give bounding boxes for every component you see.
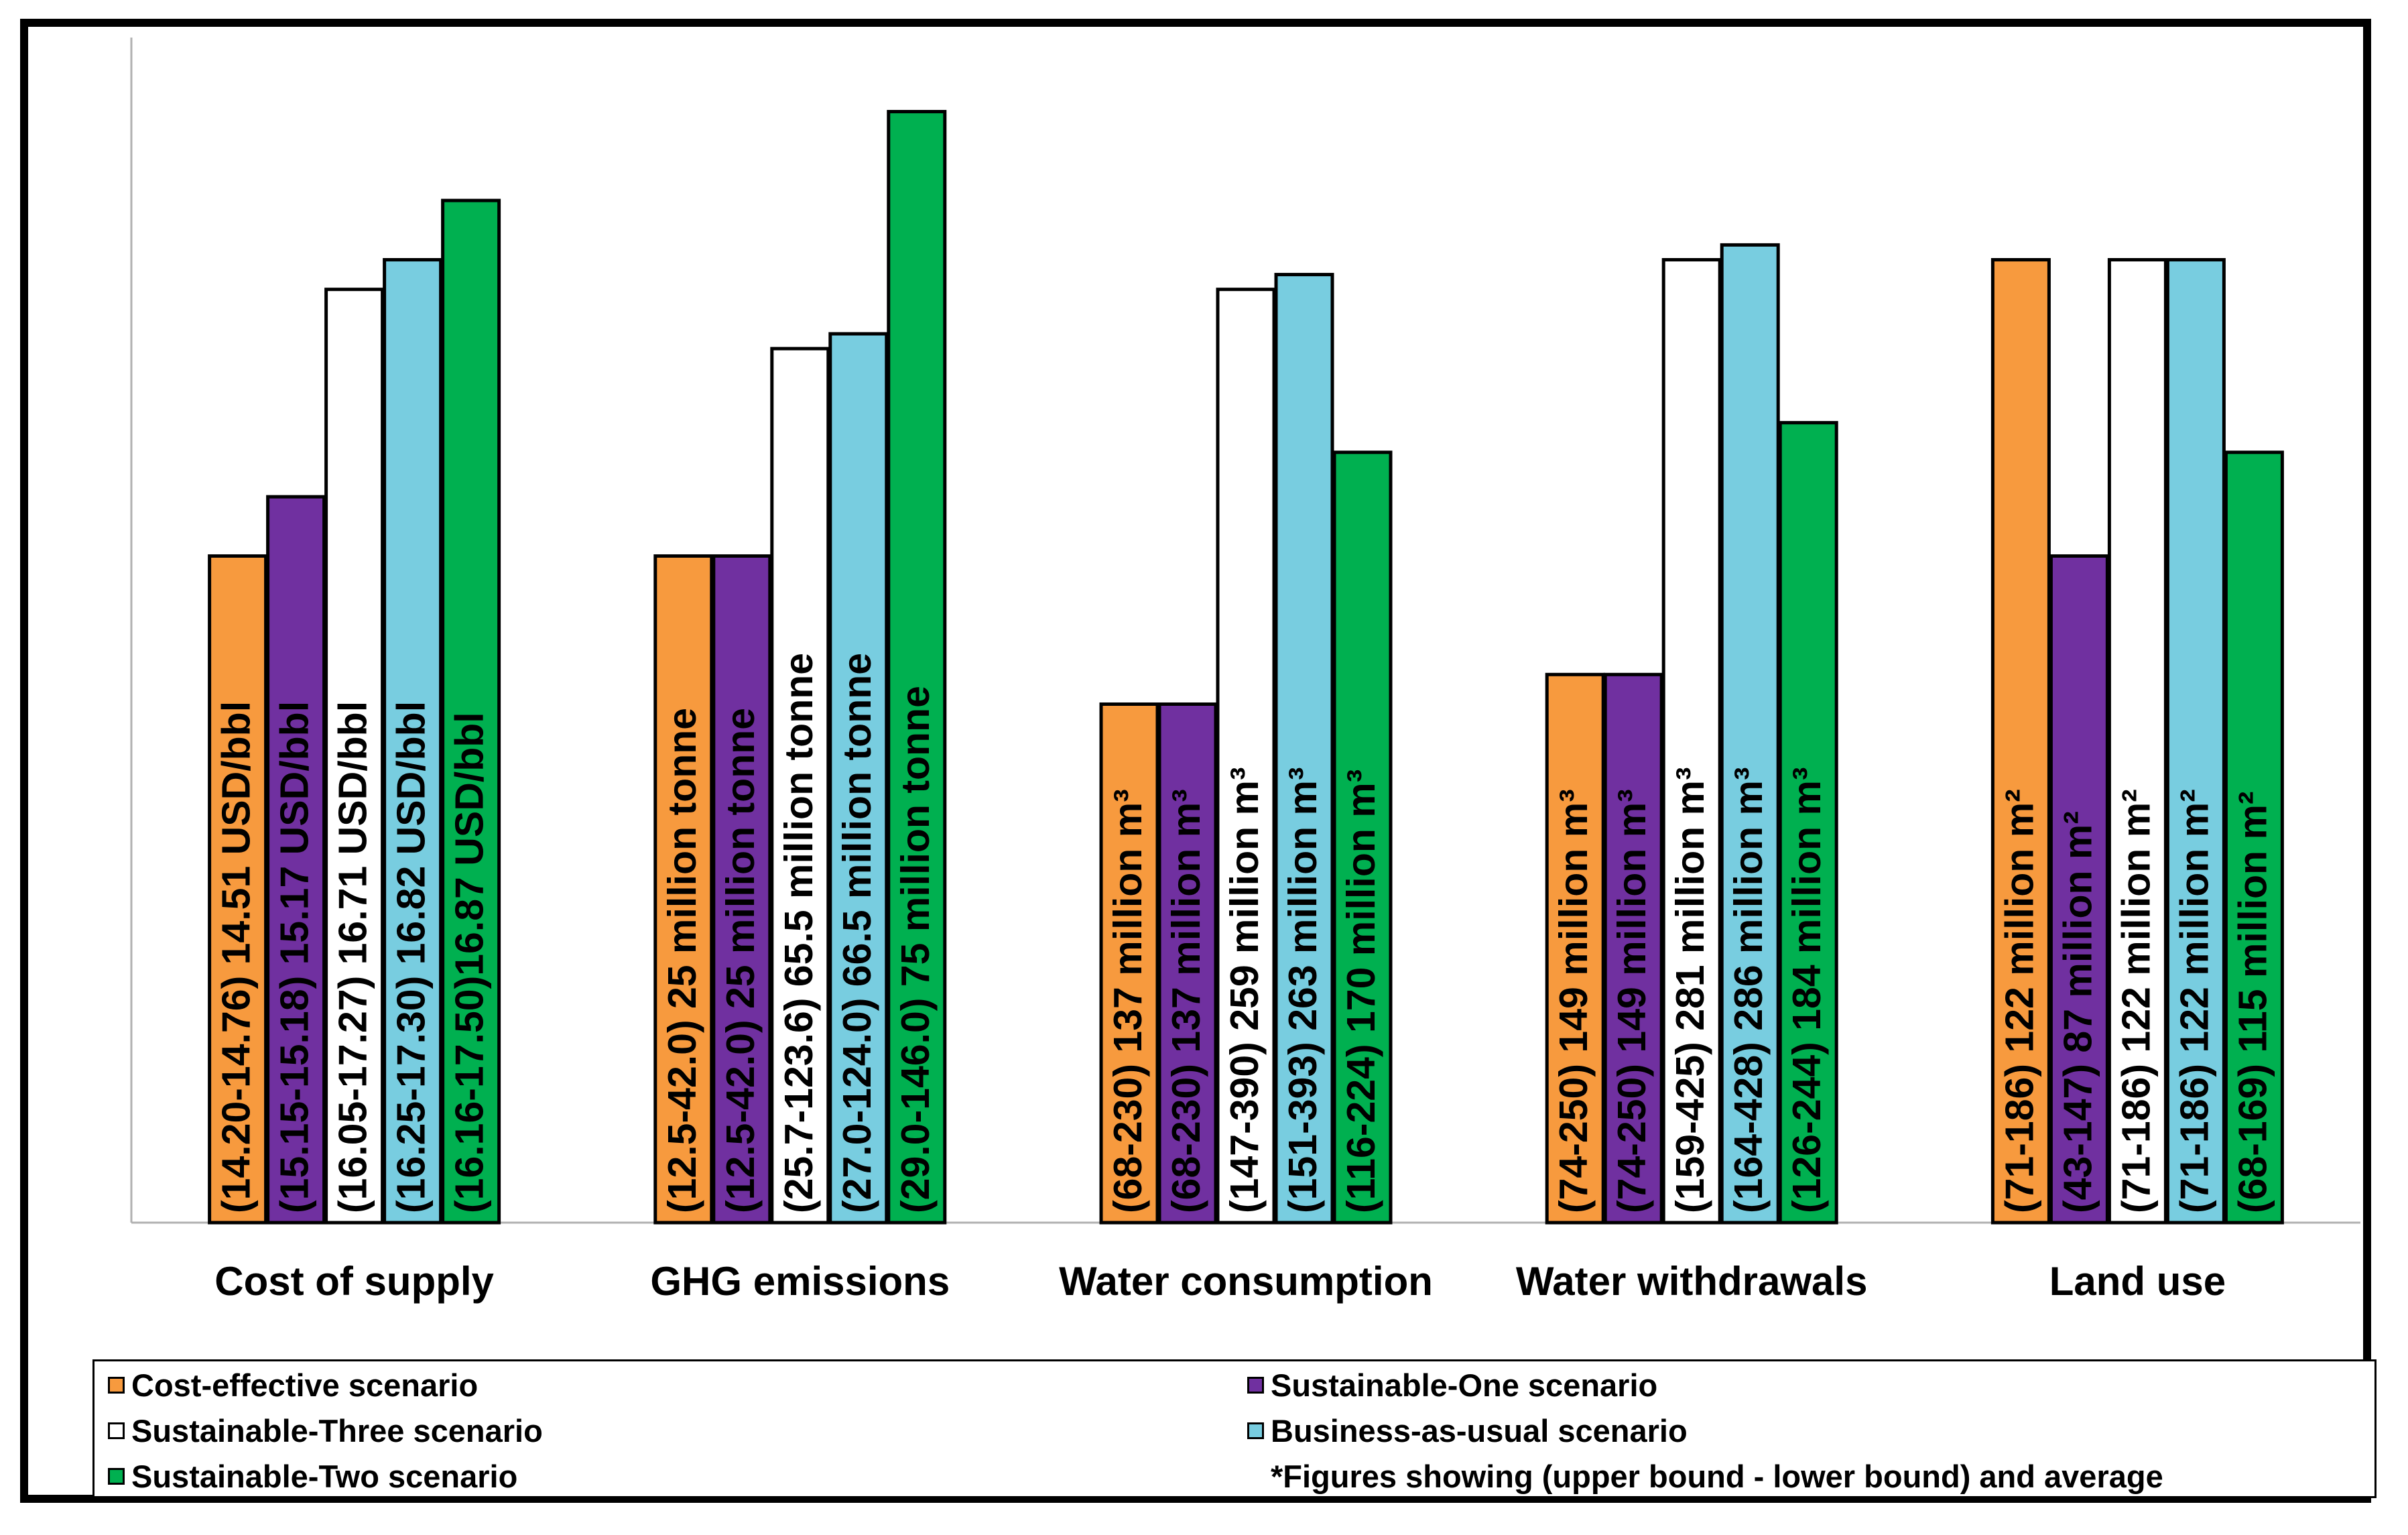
bar-value-label: (151-393) 263 million m³	[1281, 767, 1325, 1213]
legend-swatch	[108, 1468, 125, 1485]
legend-swatch	[108, 1377, 125, 1394]
category-label: Water consumption	[1059, 1259, 1433, 1304]
category-label: Water withdrawals	[1516, 1259, 1868, 1304]
legend-label: Business-as-usual scenario	[1271, 1413, 1688, 1449]
bar	[1216, 288, 1276, 1225]
bar-value-label: (12.5-42.0) 25 million tonne	[660, 708, 704, 1213]
bar	[2165, 258, 2226, 1225]
bar-value-label: (16.16-17.50)16.87 USD/bbl	[448, 712, 492, 1213]
category-label: Cost of supply	[214, 1259, 494, 1304]
bar-value-label: (71-186) 122 million m²	[2172, 789, 2216, 1213]
bar	[1157, 702, 1218, 1225]
legend-label: Sustainable-Three scenario	[131, 1413, 543, 1449]
bar	[887, 110, 947, 1225]
bar	[828, 332, 889, 1225]
legend-item-sustainable-one: Sustainable-One scenario	[1247, 1367, 1657, 1404]
legend-label: Cost-effective scenario	[131, 1367, 479, 1403]
bar-value-label: (68-169) 115 million m²	[2230, 791, 2275, 1213]
bar-value-label: (116-224) 170 million m³	[1339, 770, 1383, 1213]
bar	[1778, 421, 1838, 1225]
bar	[1720, 243, 1780, 1225]
bar	[441, 198, 501, 1225]
figures-note: *Figures showing (upper bound - lower bo…	[1271, 1459, 2163, 1494]
bar-value-label: (25.7-123.6) 65.5 million tonne	[777, 653, 821, 1213]
bar-value-label: (164-428) 286 million m³	[1726, 767, 1771, 1213]
bar-labels: (14.20-14.76) 14.51 USD/bbl (15.15-15.18)…	[214, 653, 2275, 1213]
bar-value-label: (16.05-17.27) 16.71 USD/bbl	[331, 701, 375, 1213]
bar-value-label: (15.15-15.18) 15.17 USD/bbl	[273, 701, 317, 1213]
bars	[208, 110, 2284, 1225]
legend-item-sustainable-three: Sustainable-Three scenario	[108, 1412, 543, 1449]
bar-value-label: (43-147) 87 million m²	[2055, 811, 2100, 1213]
bar-value-label: (27.0-124.0) 66.5 million tonne	[835, 653, 879, 1213]
bar	[1274, 273, 1334, 1225]
bar-value-label: (16.25-17.30) 16.82 USD/bbl	[389, 701, 434, 1213]
bar-value-label: (74-250) 149 million m³	[1551, 789, 1596, 1213]
bar	[2107, 258, 2167, 1225]
bar	[1099, 702, 1159, 1225]
bar	[1545, 672, 1605, 1225]
bar	[1332, 450, 1393, 1225]
bar	[1603, 672, 1663, 1225]
bar	[383, 258, 443, 1225]
bar	[2224, 450, 2284, 1225]
category-labels: Cost of supply GHG emissions Water consump…	[214, 1259, 2226, 1304]
bar-value-label: (68-230) 137 million m³	[1106, 789, 1150, 1213]
legend-note: *Figures showing (upper bound - lower bo…	[1271, 1458, 2163, 1495]
chart-frame: (14.20-14.76) 14.51 USD/bbl (15.15-15.18)…	[20, 19, 2377, 1503]
bar-value-label: (126-244) 184 million m³	[1785, 767, 1829, 1213]
legend-swatch	[108, 1422, 125, 1439]
bar-value-label: (159-425) 281 million m³	[1668, 767, 1712, 1213]
category-label: GHG emissions	[650, 1259, 950, 1304]
bar-value-label: (147-390) 259 million m³	[1222, 767, 1267, 1213]
bar-value-label: (12.5-42.0) 25 million tonne	[718, 708, 763, 1213]
bar	[770, 347, 830, 1225]
legend-label: Sustainable-Two scenario	[131, 1459, 518, 1494]
legend-swatch	[1247, 1377, 1264, 1394]
legend: Cost-effective scenario Sustainable-One …	[92, 1359, 2377, 1498]
bar-value-label: (74-250) 149 million m³	[1610, 789, 1654, 1213]
legend-item-sustainable-two: Sustainable-Two scenario	[108, 1458, 517, 1495]
category-label: Land use	[2049, 1259, 2226, 1304]
legend-item-business-as-usual: Business-as-usual scenario	[1247, 1412, 1688, 1449]
bar	[208, 554, 268, 1225]
bar-chart: (14.20-14.76) 14.51 USD/bbl (15.15-15.18)…	[130, 38, 2360, 1304]
bar	[2049, 554, 2109, 1225]
bar	[712, 554, 772, 1225]
bar-value-label: (14.20-14.76) 14.51 USD/bbl	[214, 701, 259, 1213]
bar	[1990, 258, 2051, 1225]
bar	[324, 288, 385, 1225]
legend-swatch	[1247, 1422, 1264, 1439]
bar-value-label: (71-186) 122 million m²	[2114, 789, 2158, 1213]
bar-value-label: (29.0-146.0) 75 million tonne	[893, 686, 938, 1213]
bar-value-label: (71-186) 122 million m²	[1997, 789, 2041, 1213]
bar	[266, 495, 326, 1225]
legend-item-cost-effective: Cost-effective scenario	[108, 1367, 478, 1404]
legend-label: Sustainable-One scenario	[1271, 1367, 1658, 1403]
bar	[653, 554, 714, 1225]
bar	[1661, 258, 1722, 1225]
bar-value-label: (68-230) 137 million m³	[1164, 789, 1208, 1213]
